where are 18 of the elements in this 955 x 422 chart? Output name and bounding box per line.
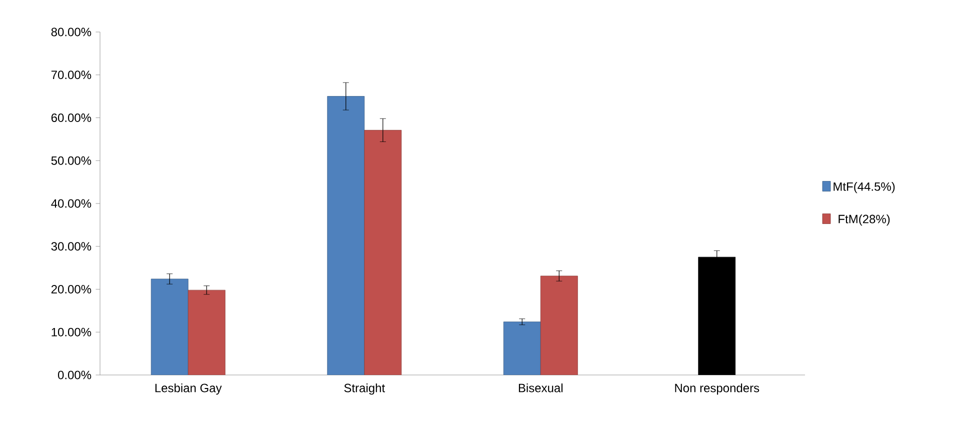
x-tick-label: Lesbian Gay: [155, 383, 222, 395]
y-tick-label: 30.00%: [51, 242, 92, 251]
bar: [540, 276, 578, 375]
x-tick-label: Bisexual: [518, 383, 562, 392]
x-tick-label: Non responders: [675, 383, 760, 395]
x-tick-label: Straight: [344, 383, 385, 395]
y-tick-label: 40.00%: [51, 199, 92, 208]
y-tick-label: 0.00%: [58, 370, 92, 380]
y-tick-label: 10.00%: [52, 328, 92, 336]
legend-label: MtF(44.5%): [834, 182, 895, 194]
legend-label: FtM(28%): [838, 214, 890, 226]
y-tick-label: 50.00%: [51, 156, 92, 165]
y-tick-label: 20.00%: [51, 284, 92, 294]
bar: [150, 278, 188, 375]
y-tick-label: 70.00%: [51, 70, 92, 80]
y-tick-label: 60.00%: [51, 114, 92, 122]
bar: [503, 322, 541, 375]
y-tick-label: 80.00%: [51, 28, 92, 36]
